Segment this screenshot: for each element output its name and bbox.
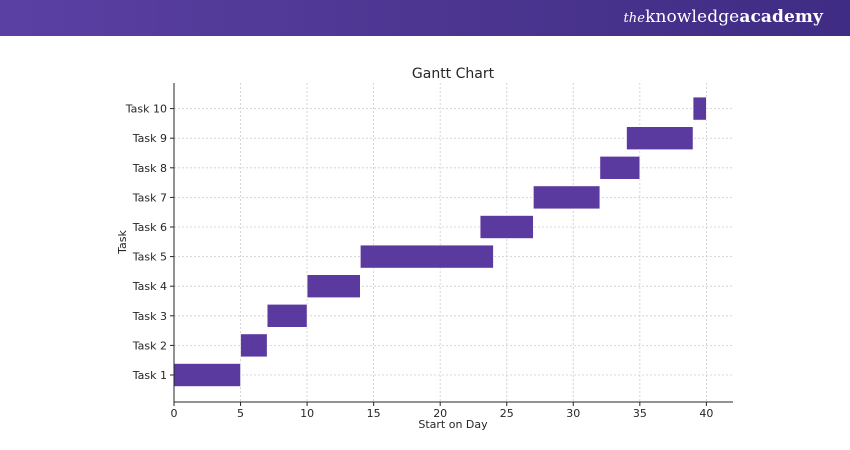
grid xyxy=(173,83,733,402)
brand-logo-name-regular: knowledge xyxy=(645,7,740,27)
x-tick-label: 10 xyxy=(300,407,314,420)
y-tick-label: Task 1 xyxy=(132,369,167,382)
y-tick-label: Task 4 xyxy=(132,280,167,293)
x-tick-label: 0 xyxy=(171,407,178,420)
brand-logo-prefix: the xyxy=(623,11,646,26)
y-tick-label: Task 9 xyxy=(132,132,167,145)
gantt-bar xyxy=(360,244,494,269)
brand-logo: theknowledgeacademy xyxy=(623,7,823,27)
gantt-bar xyxy=(240,333,268,358)
gantt-bar xyxy=(692,96,707,121)
x-tick-label: 40 xyxy=(699,407,713,420)
gantt-bar xyxy=(599,156,641,180)
x-axis-label: Start on Day xyxy=(418,418,488,431)
tick-labels: 0 5 10 15 20 25 30 35 40 Task 1 Task 2 Task 3 Task 4… xyxy=(125,103,714,420)
x-tick-label: 20 xyxy=(433,407,447,420)
gantt-bar xyxy=(306,274,361,299)
brand-header: theknowledgeacademy xyxy=(0,0,850,36)
bars xyxy=(173,96,707,387)
gantt-bar xyxy=(266,303,308,328)
y-tick-label: Task 6 xyxy=(132,221,167,234)
y-tick-label: Task 3 xyxy=(132,310,167,323)
gantt-bar xyxy=(626,126,694,150)
x-tick-label: 15 xyxy=(367,407,381,420)
x-tick-label: 35 xyxy=(633,407,647,420)
y-tick-label: Task 7 xyxy=(132,191,167,204)
y-axis-label: Task xyxy=(116,230,129,255)
y-tick-label: Task 2 xyxy=(132,339,167,352)
chart-title: Gantt Chart xyxy=(412,66,495,82)
y-tick-label: Task 10 xyxy=(125,103,167,116)
y-tick-label: Task 5 xyxy=(132,251,167,264)
brand-logo-name-bold: academy xyxy=(739,7,823,27)
x-tick-label: 30 xyxy=(566,407,580,420)
gantt-bar xyxy=(533,185,601,210)
gantt-bar xyxy=(173,363,241,387)
x-tick-label: 25 xyxy=(500,407,514,420)
y-tick-label: Task 8 xyxy=(132,162,167,175)
gantt-bar xyxy=(479,215,534,239)
x-tick-label: 5 xyxy=(237,407,244,420)
